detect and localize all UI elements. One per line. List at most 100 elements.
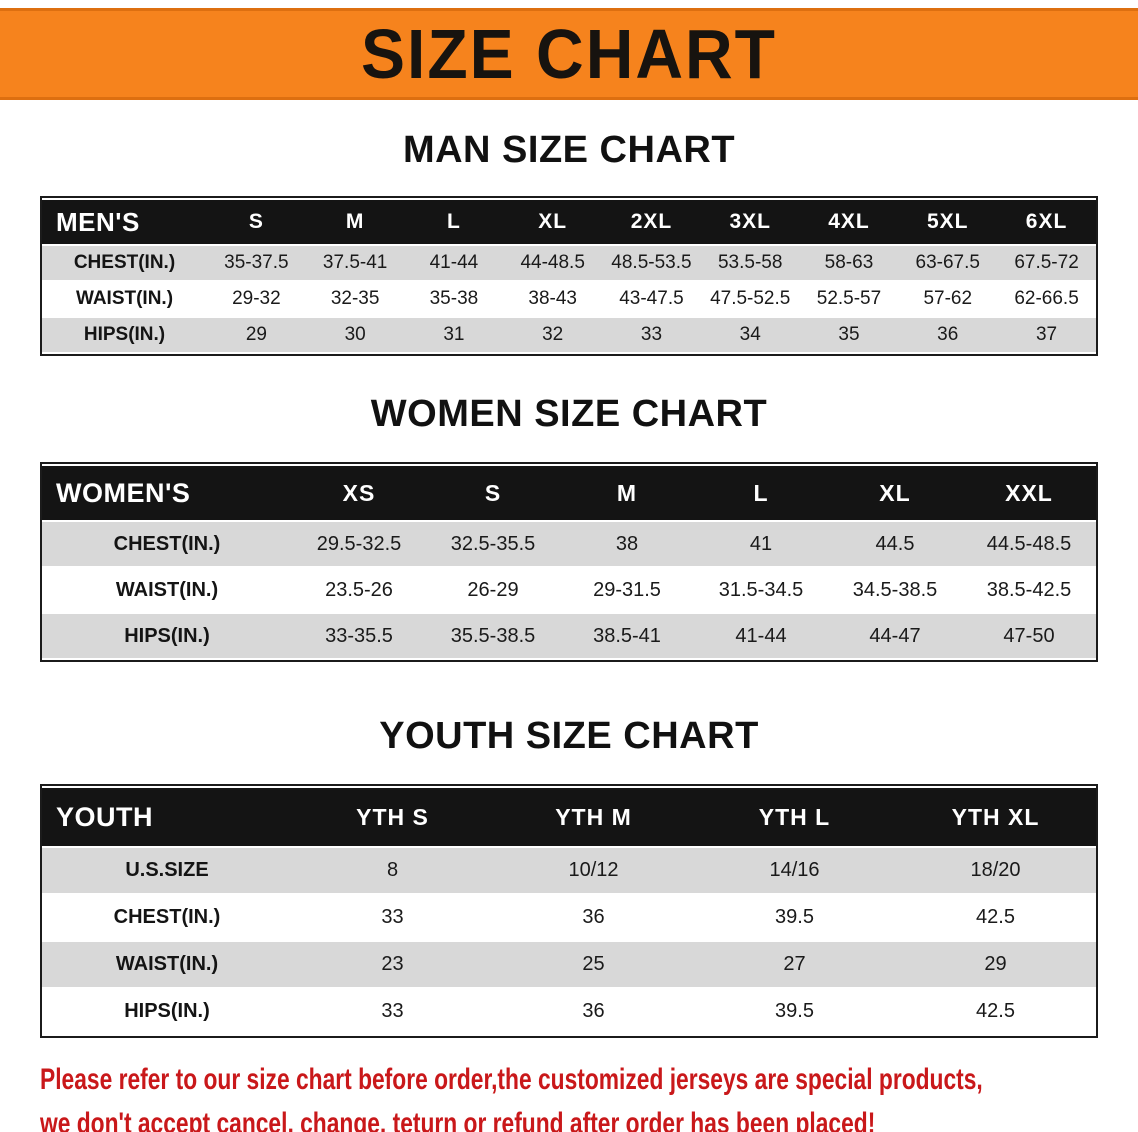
measurement-row: HIPS(IN.) 33 36 39.5 42.5 [42, 989, 1096, 1036]
size-value-cell: 29.5-32.5 [292, 522, 426, 568]
size-column-header: 2XL [602, 198, 701, 246]
women-header-row: WOMEN'S XS S M L XL XXL [42, 464, 1096, 522]
men-section-heading: MAN SIZE CHART [402, 129, 736, 171]
size-value-cell: 37.5-41 [305, 246, 405, 282]
youth-header-row: YOUTH YTH S YTH M YTH L YTH XL [42, 786, 1096, 848]
size-value-cell: 14/16 [694, 848, 895, 895]
size-value-cell: 33 [292, 989, 493, 1036]
measurement-row: CHEST(IN.) 29.5-32.5 32.5-35.5 38 41 44.5 44.5… [42, 522, 1096, 568]
size-value-cell: 30 [305, 318, 405, 354]
size-value-cell: 47-50 [962, 614, 1096, 660]
size-value-cell: 34 [700, 318, 800, 354]
measurement-row-label: WAIST(IN.) [42, 942, 292, 989]
size-value-cell: 32.5-35.5 [426, 522, 560, 568]
men-table-title: MEN'S [42, 198, 207, 246]
size-column-header: YTH XL [895, 786, 1096, 848]
size-value-cell: 8 [292, 848, 493, 895]
youth-table-title: YOUTH [42, 786, 292, 848]
size-value-cell: 35.5-38.5 [426, 614, 560, 660]
size-value-cell: 52.5-57 [799, 282, 899, 318]
size-value-cell: 44.5-48.5 [962, 522, 1096, 568]
size-value-cell: 36 [493, 895, 694, 942]
women-section-heading: WOMEN SIZE CHART [370, 393, 768, 435]
size-column-header: L [404, 198, 504, 246]
size-column-header: XXL [962, 464, 1096, 522]
size-value-cell: 31 [404, 318, 504, 354]
size-value-cell: 38-43 [503, 282, 603, 318]
size-value-cell: 44-47 [828, 614, 962, 660]
size-value-cell: 44.5 [828, 522, 962, 568]
size-value-cell: 23.5-26 [292, 568, 426, 614]
measurement-row: HIPS(IN.) 33-35.5 35.5-38.5 38.5-41 41-44 44-… [42, 614, 1096, 660]
size-value-cell: 37 [997, 318, 1096, 354]
measurement-row-label: U.S.SIZE [42, 848, 292, 895]
size-value-cell: 53.5-58 [700, 246, 800, 282]
size-value-cell: 35 [799, 318, 899, 354]
measurement-row: WAIST(IN.) 29-32 32-35 35-38 38-43 43-47.5 47.… [42, 282, 1096, 318]
size-column-header: YTH S [292, 786, 493, 848]
men-table-body: CHEST(IN.) 35-37.5 37.5-41 41-44 44-48.5 48.5… [42, 246, 1096, 354]
youth-table-header: YOUTH YTH S YTH M YTH L YTH XL [42, 786, 1096, 848]
youth-table-body: U.S.SIZE 8 10/12 14/16 18/20 CHEST(IN.) 33 36 39… [42, 848, 1096, 1036]
size-value-cell: 38.5-41 [560, 614, 694, 660]
size-column-header: 3XL [700, 198, 800, 246]
size-value-cell: 47.5-52.5 [700, 282, 800, 318]
size-value-cell: 25 [493, 942, 694, 989]
disclaimer-line-1: Please refer to our size chart before or… [40, 1063, 983, 1096]
men-size-table: MEN'S S M L XL 2XL 3XL 4XL 5XL 6XL CHEST(IN.) 35-3… [40, 196, 1098, 356]
size-value-cell: 27 [694, 942, 895, 989]
measurement-row-label: WAIST(IN.) [42, 568, 292, 614]
size-value-cell: 39.5 [694, 895, 895, 942]
size-value-cell: 42.5 [895, 895, 1096, 942]
size-value-cell: 44-48.5 [503, 246, 603, 282]
size-value-cell: 42.5 [895, 989, 1096, 1036]
measurement-row-label: CHEST(IN.) [42, 246, 207, 282]
measurement-row: WAIST(IN.) 23 25 27 29 [42, 942, 1096, 989]
size-value-cell: 48.5-53.5 [602, 246, 701, 282]
men-size-section: MAN SIZE CHART MEN'S S M L XL 2XL 3XL 4XL 5XL 6XL… [0, 128, 1138, 356]
size-value-cell: 38.5-42.5 [962, 568, 1096, 614]
women-size-table: WOMEN'S XS S M L XL XXL CHEST(IN.) 29.5-32.5 32.… [40, 462, 1098, 662]
measurement-row-label: HIPS(IN.) [42, 614, 292, 660]
youth-size-section: YOUTH SIZE CHART YOUTH YTH S YTH M YTH L YTH… [0, 714, 1138, 1038]
disclaimer: Please refer to our size chart before or… [40, 1058, 1138, 1132]
size-value-cell: 35-37.5 [207, 246, 306, 282]
measurement-row-label: HIPS(IN.) [42, 318, 207, 354]
size-value-cell: 32 [503, 318, 603, 354]
size-value-cell: 41-44 [404, 246, 504, 282]
size-value-cell: 67.5-72 [997, 246, 1096, 282]
men-table-header: MEN'S S M L XL 2XL 3XL 4XL 5XL 6XL [42, 198, 1096, 246]
page-title: SIZE CHART [361, 15, 777, 93]
disclaimer-line-2: we don't accept cancel, change, teturn o… [40, 1107, 876, 1132]
women-size-section: WOMEN SIZE CHART WOMEN'S XS S M L XL XXL CHEST… [0, 392, 1138, 662]
size-value-cell: 35-38 [404, 282, 504, 318]
size-value-cell: 10/12 [493, 848, 694, 895]
size-value-cell: 33-35.5 [292, 614, 426, 660]
size-value-cell: 33 [602, 318, 701, 354]
size-column-header: 5XL [898, 198, 998, 246]
size-column-header: XS [292, 464, 426, 522]
size-column-header: XL [503, 198, 603, 246]
measurement-row-label: CHEST(IN.) [42, 895, 292, 942]
size-value-cell: 63-67.5 [898, 246, 998, 282]
size-value-cell: 29 [895, 942, 1096, 989]
size-column-header: YTH M [493, 786, 694, 848]
size-column-header: M [305, 198, 405, 246]
size-value-cell: 62-66.5 [997, 282, 1096, 318]
size-value-cell: 41-44 [694, 614, 828, 660]
size-column-header: 6XL [997, 198, 1096, 246]
size-column-header: 4XL [799, 198, 899, 246]
women-table-body: CHEST(IN.) 29.5-32.5 32.5-35.5 38 41 44.5 44.5… [42, 522, 1096, 660]
measurement-row: U.S.SIZE 8 10/12 14/16 18/20 [42, 848, 1096, 895]
size-column-header: XL [828, 464, 962, 522]
size-value-cell: 38 [560, 522, 694, 568]
size-column-header: M [560, 464, 694, 522]
measurement-row-label: CHEST(IN.) [42, 522, 292, 568]
men-header-row: MEN'S S M L XL 2XL 3XL 4XL 5XL 6XL [42, 198, 1096, 246]
size-value-cell: 36 [493, 989, 694, 1036]
size-value-cell: 26-29 [426, 568, 560, 614]
size-value-cell: 43-47.5 [602, 282, 701, 318]
banner: SIZE CHART [0, 8, 1138, 100]
size-value-cell: 29-31.5 [560, 568, 694, 614]
